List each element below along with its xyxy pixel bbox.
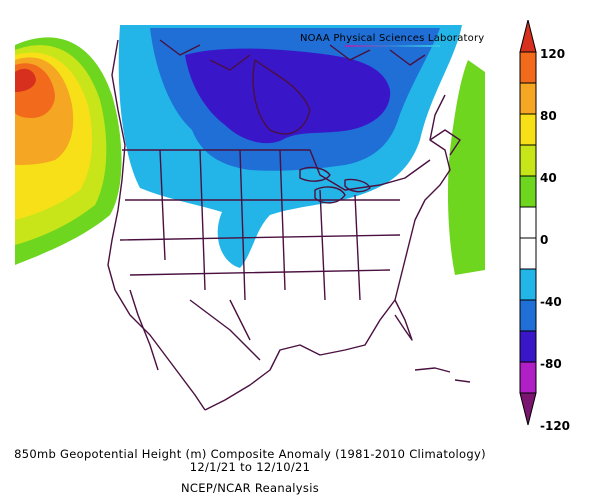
colorbar-tick-neg40: -40 <box>540 295 562 309</box>
colorbar-cell <box>519 51 537 84</box>
colorbar-cell <box>519 113 537 146</box>
colorbar-cell <box>519 144 537 177</box>
anomaly-map <box>15 25 485 411</box>
caption-dates: 12/1/21 to 12/10/21 <box>189 460 311 474</box>
colorbar-tick-neg120: -120 <box>540 419 571 433</box>
boundaries <box>107 39 471 411</box>
colorbar-tick-120: 120 <box>540 47 566 61</box>
credit-underline <box>345 45 440 47</box>
colorbar-tick-0: 0 <box>540 233 549 247</box>
negative-anomaly-canada <box>118 25 463 268</box>
colorbar-tick-40: 40 <box>540 171 557 185</box>
colorbar-cell <box>519 206 537 239</box>
colorbar-cell <box>519 330 537 363</box>
colorbar-cell <box>519 82 537 115</box>
positive-anomaly-west <box>15 37 122 265</box>
colorbar-cell <box>519 237 537 270</box>
colorbar <box>519 20 537 426</box>
colorbar-cap-top <box>519 20 537 53</box>
colorbar-tick-neg80: -80 <box>540 357 562 371</box>
colorbar-tick-80: 80 <box>540 109 557 123</box>
colorbar-cell <box>519 268 537 301</box>
colorbar-cell <box>519 175 537 208</box>
colorbar-cell <box>519 361 537 394</box>
credit-text: NOAA Physical Sciences Laboratory <box>300 33 485 44</box>
colorbar-cap-bottom <box>519 392 537 426</box>
positive-anomaly-east <box>447 60 485 275</box>
caption-title: 850mb Geopotential Height (m) Composite … <box>14 447 486 461</box>
colorbar-cell <box>519 299 537 332</box>
caption-source: NCEP/NCAR Reanalysis <box>181 481 319 495</box>
